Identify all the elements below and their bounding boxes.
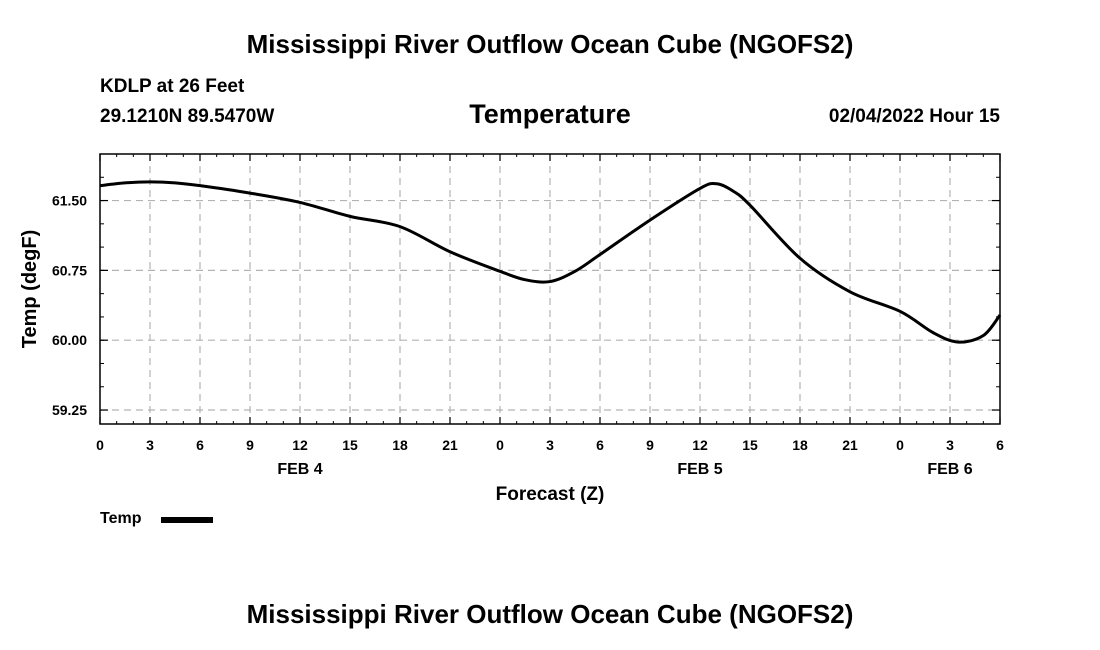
y-axis-label: Temp (degF)	[19, 230, 41, 349]
x-tick-label: 21	[442, 437, 458, 453]
station-label: KDLP at 26 Feet	[100, 76, 245, 97]
x-tick-label: 18	[392, 437, 408, 453]
x-tick-label: 0	[496, 437, 504, 453]
y-tick-label: 59.25	[52, 402, 87, 418]
y-tick-label: 60.75	[52, 262, 87, 278]
date-label: FEB 4	[277, 461, 322, 478]
x-tick-label: 9	[246, 437, 254, 453]
station-coordinates: 29.1210N 89.5470W	[100, 106, 275, 127]
x-tick-label: 21	[842, 437, 858, 453]
x-axis-label: Forecast (Z)	[496, 484, 605, 505]
x-tick-label: 12	[692, 437, 708, 453]
x-tick-label: 0	[896, 437, 904, 453]
chart-title: Temperature	[469, 99, 631, 129]
x-tick-label: 15	[342, 437, 358, 453]
legend-label: Temp	[100, 510, 142, 527]
x-tick-label: 12	[292, 437, 308, 453]
x-tick-label: 3	[946, 437, 954, 453]
x-tick-label: 6	[596, 437, 604, 453]
date-label: FEB 5	[677, 461, 722, 478]
x-tick-label: 6	[996, 437, 1004, 453]
x-tick-label: 18	[792, 437, 808, 453]
forecast-timestamp: 02/04/2022 Hour 15	[828, 106, 1000, 127]
x-tick-label: 15	[742, 437, 758, 453]
temp-series-line	[99, 180, 1002, 344]
y-tick-label: 61.50	[52, 193, 87, 209]
bottom-title: Mississippi River Outflow Ocean Cube (NG…	[246, 599, 854, 629]
main-title: Mississippi River Outflow Ocean Cube (NG…	[246, 29, 854, 59]
x-tick-label: 3	[146, 437, 154, 453]
x-tick-label: 3	[546, 437, 554, 453]
date-label: FEB 6	[927, 461, 972, 478]
x-tick-label: 6	[196, 437, 204, 453]
x-tick-label: 0	[96, 437, 104, 453]
x-tick-label: 9	[646, 437, 654, 453]
legend-swatch	[161, 517, 213, 523]
y-tick-label: 60.00	[52, 332, 87, 348]
